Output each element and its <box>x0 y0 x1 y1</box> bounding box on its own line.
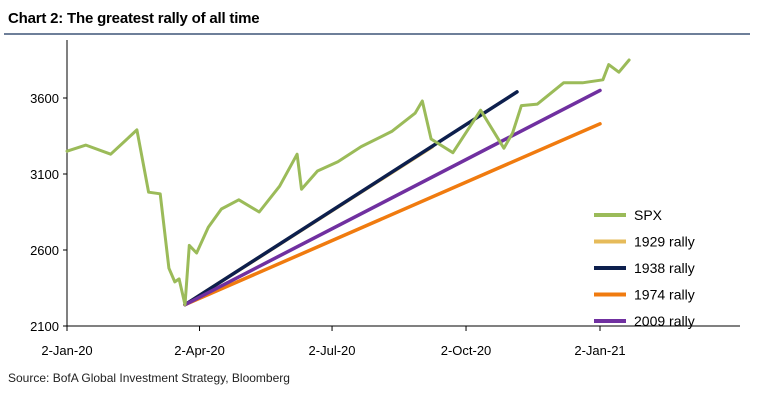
x-tick-label: 2-Jan-21 <box>574 343 625 358</box>
legend-label: SPX <box>634 207 663 223</box>
y-tick-label: 3600 <box>30 91 59 106</box>
x-tick-label: 2-Oct-20 <box>441 343 492 358</box>
series-line-1938-rally <box>183 90 519 307</box>
series-line-spx <box>65 58 631 307</box>
axes: 2100 2600 3100 3600 2-Jan-20 2-Apr-20 2-Jul-20… <box>30 40 740 358</box>
title-divider <box>4 33 750 35</box>
source-note: Source: BofA Global Investment Strategy,… <box>8 371 290 385</box>
legend-label: 2009 rally <box>634 313 695 329</box>
chart-title: Chart 2: The greatest rally of all time <box>8 10 260 27</box>
legend-label: 1974 rally <box>634 287 695 303</box>
y-tick-label: 2100 <box>30 319 59 334</box>
series-line-2009-rally <box>183 88 602 307</box>
legend: SPX 1929 rally 1938 rally 1974 rally 2009 ra… <box>594 207 695 329</box>
x-tick-label: 2-Jan-20 <box>41 343 92 358</box>
series-line-1974-rally <box>183 122 602 307</box>
legend-label: 1929 rally <box>634 234 695 250</box>
legend-label: 1938 rally <box>634 260 695 276</box>
y-tick-label: 3100 <box>30 167 59 182</box>
x-tick-label: 2-Jul-20 <box>309 343 356 358</box>
series-lines <box>65 58 631 307</box>
x-tick-label: 2-Apr-20 <box>174 343 225 358</box>
y-tick-label: 2600 <box>30 243 59 258</box>
